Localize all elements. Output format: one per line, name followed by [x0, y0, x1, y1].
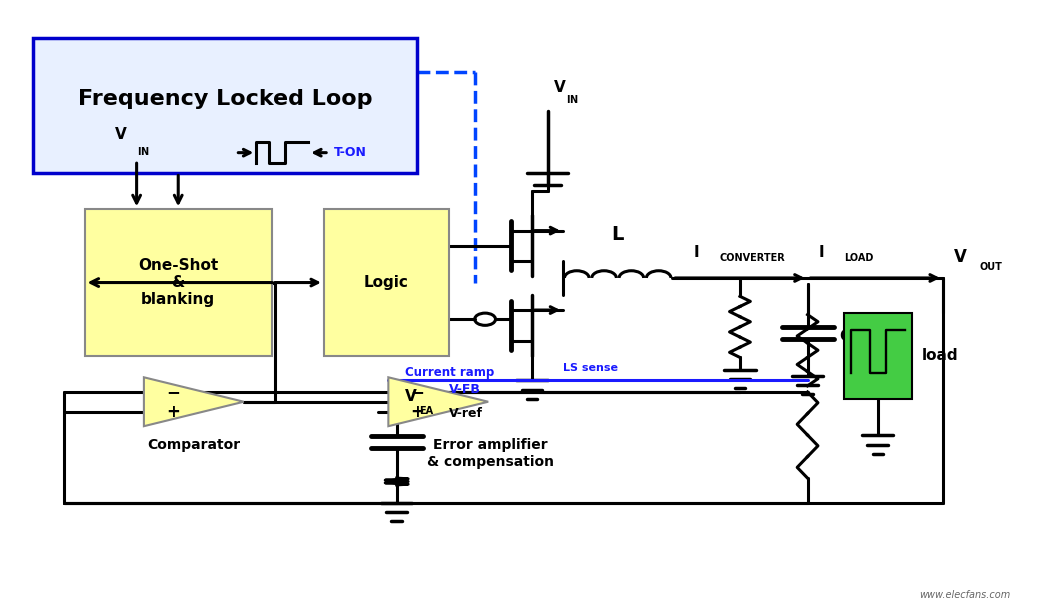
Text: Logic: Logic — [364, 275, 409, 290]
Text: OUT: OUT — [862, 337, 884, 347]
Text: L: L — [611, 225, 624, 244]
Text: load: load — [922, 348, 959, 363]
Text: Comparator: Comparator — [147, 438, 240, 453]
Text: LS sense: LS sense — [563, 363, 618, 373]
Text: Current ramp: Current ramp — [405, 366, 494, 379]
FancyBboxPatch shape — [324, 209, 448, 356]
Text: T-ON: T-ON — [334, 146, 367, 159]
Text: −: − — [411, 383, 425, 401]
Text: −: − — [166, 383, 180, 401]
FancyBboxPatch shape — [32, 38, 417, 173]
Polygon shape — [144, 377, 244, 426]
Text: One-Shot
&
blanking: One-Shot & blanking — [138, 258, 218, 308]
FancyBboxPatch shape — [84, 209, 272, 356]
Polygon shape — [388, 377, 488, 426]
FancyBboxPatch shape — [844, 313, 912, 398]
Text: $\mathbf{V}$: $\mathbf{V}$ — [404, 387, 417, 403]
Text: $\mathbf{I}$: $\mathbf{I}$ — [818, 244, 824, 260]
Text: $\mathbf{C}$: $\mathbf{C}$ — [839, 328, 851, 344]
Text: www.elecfans.com: www.elecfans.com — [919, 591, 1011, 600]
Text: EA: EA — [419, 406, 433, 416]
Text: $\mathbf{IN}$: $\mathbf{IN}$ — [566, 93, 579, 105]
Text: $\mathbf{V}$: $\mathbf{V}$ — [553, 79, 566, 95]
Text: OUT: OUT — [979, 262, 1002, 272]
Text: $\mathbf{IN}$: $\mathbf{IN}$ — [137, 146, 149, 157]
Text: $\mathbf{V}$: $\mathbf{V}$ — [114, 126, 128, 142]
Text: +: + — [411, 403, 425, 421]
Text: $\mathbf{I}$: $\mathbf{I}$ — [694, 244, 700, 260]
Text: $\mathbf{V}$: $\mathbf{V}$ — [953, 247, 968, 266]
Text: Frequency Locked Loop: Frequency Locked Loop — [78, 89, 372, 109]
Text: +: + — [166, 403, 180, 421]
Text: V-FB: V-FB — [448, 383, 481, 396]
Text: CONVERTER: CONVERTER — [719, 253, 785, 263]
Text: Error amplifier
& compensation: Error amplifier & compensation — [427, 438, 554, 468]
Text: LOAD: LOAD — [844, 253, 873, 263]
Text: V-ref: V-ref — [448, 408, 483, 421]
